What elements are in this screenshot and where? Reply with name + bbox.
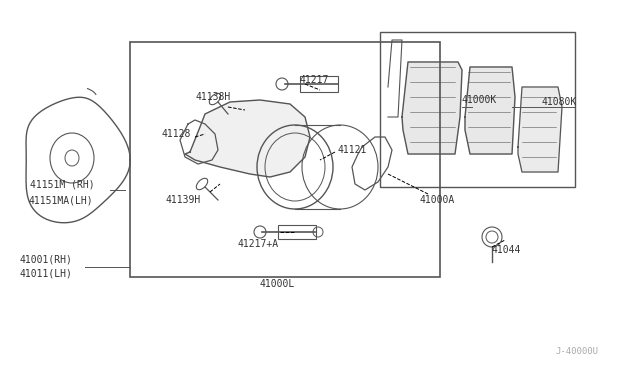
Polygon shape — [402, 62, 462, 154]
Text: 41001(RH): 41001(RH) — [20, 255, 73, 265]
Text: 41151M (RH): 41151M (RH) — [30, 179, 95, 189]
Text: 41138H: 41138H — [195, 92, 230, 102]
Text: 41000A: 41000A — [420, 195, 455, 205]
Bar — [130, 42, 440, 277]
Bar — [300, 76, 338, 92]
Polygon shape — [185, 100, 310, 177]
Bar — [278, 225, 316, 239]
Text: 41217+A: 41217+A — [238, 239, 279, 249]
Text: J-40000U: J-40000U — [555, 347, 598, 356]
Text: 41080K: 41080K — [542, 97, 577, 107]
Text: 41011(LH): 41011(LH) — [20, 269, 73, 279]
Text: 41217: 41217 — [300, 75, 330, 85]
Text: 41000L: 41000L — [260, 279, 295, 289]
Text: 41121: 41121 — [338, 145, 367, 155]
Text: 41151MA(LH): 41151MA(LH) — [28, 195, 93, 205]
Text: 41139H: 41139H — [165, 195, 200, 205]
Polygon shape — [518, 87, 562, 172]
Text: 41044: 41044 — [492, 245, 522, 255]
Polygon shape — [465, 67, 515, 154]
Text: 41128: 41128 — [162, 129, 191, 139]
Text: 41000K: 41000K — [462, 95, 497, 105]
Bar — [380, 32, 575, 187]
